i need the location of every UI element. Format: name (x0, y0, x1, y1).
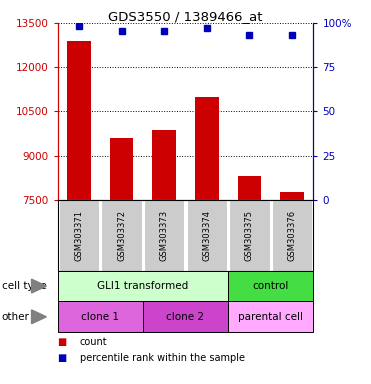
Text: GSM303376: GSM303376 (288, 210, 297, 261)
Bar (195, 97, 219, 200)
Text: count: count (80, 337, 107, 347)
Text: percentile rank within the sample: percentile rank within the sample (80, 353, 245, 363)
Text: GLI1 transformed: GLI1 transformed (97, 281, 188, 291)
Bar (110, 138, 133, 200)
Text: control: control (253, 281, 289, 291)
Text: GSM303373: GSM303373 (160, 210, 169, 261)
Text: GSM303374: GSM303374 (202, 210, 211, 261)
Text: cell type: cell type (2, 281, 46, 291)
Text: GSM303375: GSM303375 (245, 210, 254, 261)
Bar (152, 131, 176, 200)
Text: clone 1: clone 1 (81, 312, 119, 322)
Text: GSM303371: GSM303371 (74, 210, 83, 261)
Bar (67, 41, 91, 200)
Bar (238, 176, 261, 200)
Text: parental cell: parental cell (238, 312, 303, 322)
Text: other: other (2, 312, 30, 322)
Text: ■: ■ (58, 353, 67, 363)
Text: GDS3550 / 1389466_at: GDS3550 / 1389466_at (108, 10, 263, 23)
Text: ■: ■ (58, 337, 67, 347)
Text: clone 2: clone 2 (167, 312, 204, 322)
Bar (280, 192, 304, 200)
Text: GSM303372: GSM303372 (117, 210, 126, 261)
